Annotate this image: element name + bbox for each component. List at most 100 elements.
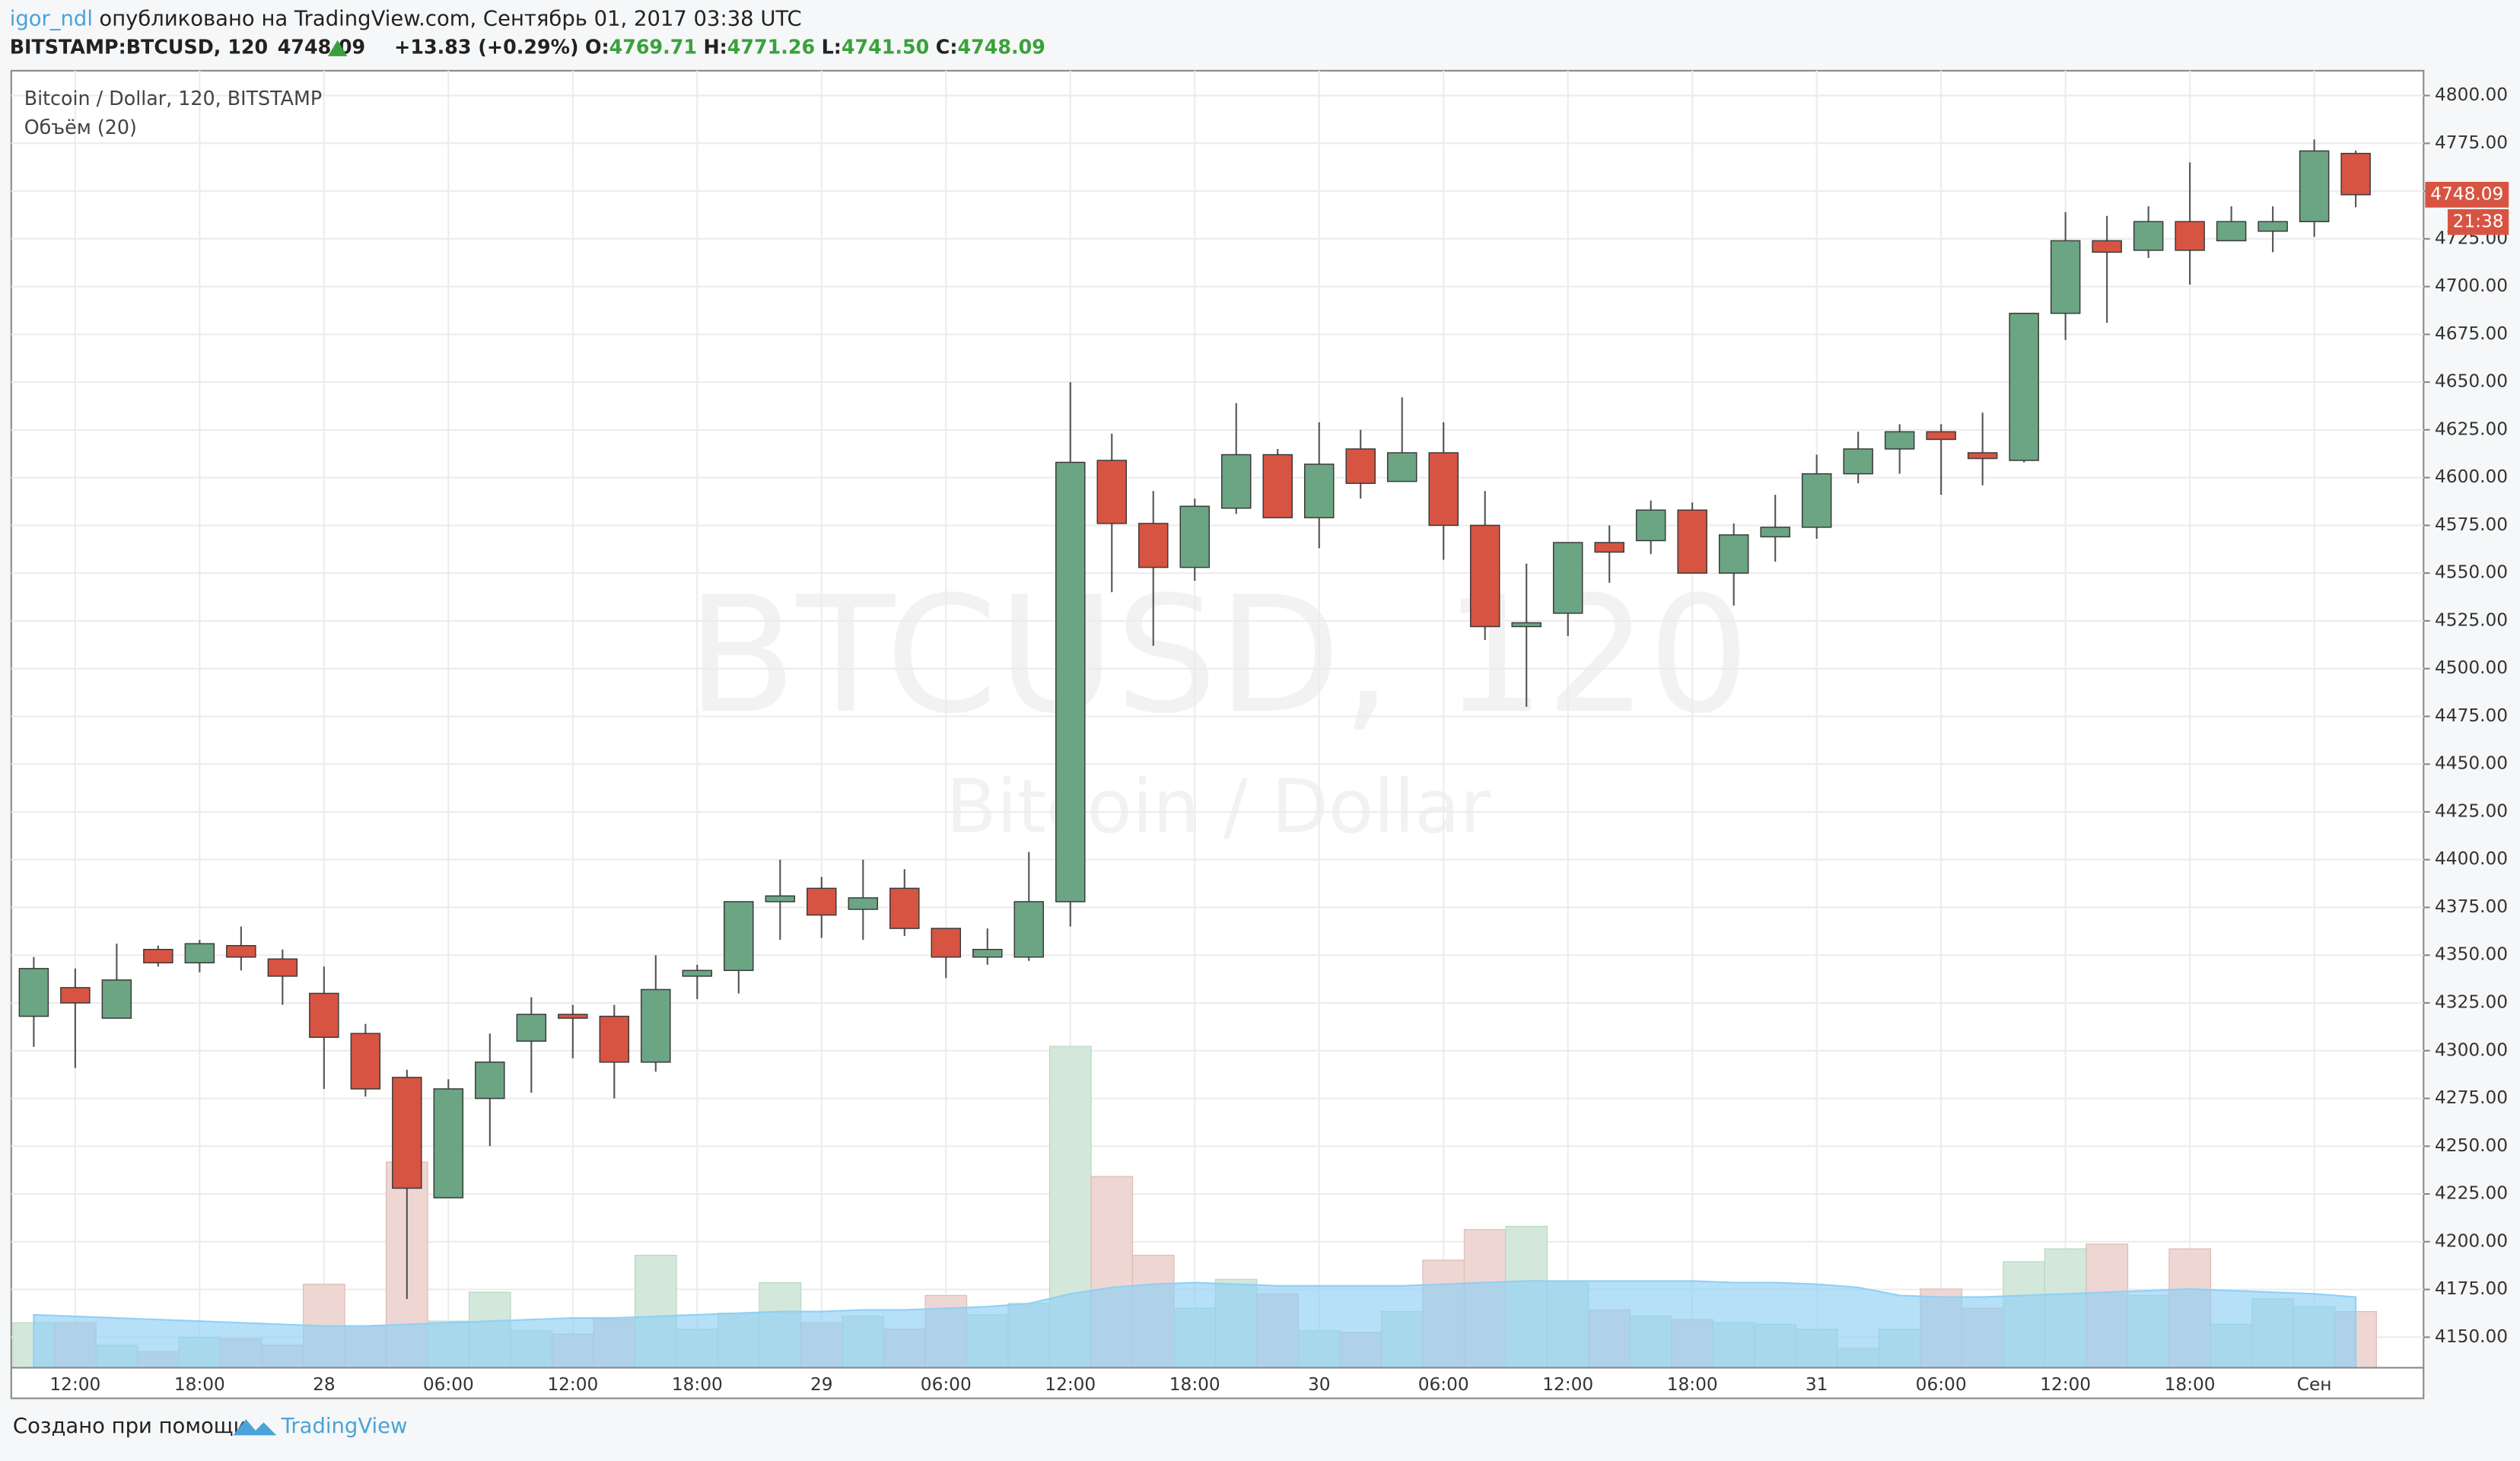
candle-body — [931, 928, 962, 958]
y-tick-label: 4450.00 — [2435, 753, 2508, 774]
candle-body — [1386, 452, 1418, 482]
y-tick-label: 4325.00 — [2435, 992, 2508, 1013]
x-tick-label: 30 — [1308, 1374, 1331, 1395]
x-tick-label: 29 — [810, 1374, 833, 1395]
candle-body — [1179, 505, 1210, 568]
y-tick-label: 4775.00 — [2435, 132, 2508, 153]
candle-body — [1760, 527, 1790, 538]
change: +13.83 (+0.29%) — [394, 35, 578, 58]
last-price-label: 4748.09 — [2430, 183, 2503, 204]
candle-body — [1469, 524, 1500, 628]
y-tick-label: 4600.00 — [2435, 466, 2508, 487]
x-tick-label: 18:00 — [672, 1374, 723, 1395]
candle-body — [1718, 534, 1749, 574]
y-tick-label: 4275.00 — [2435, 1087, 2508, 1108]
candle-body — [18, 968, 49, 1017]
candle-body — [1635, 509, 1666, 542]
x-tick-label: 28 — [313, 1374, 336, 1395]
close-value: 4748.09 — [957, 35, 1045, 58]
y-tick-label: 4250.00 — [2435, 1135, 2508, 1156]
candle-body — [1428, 452, 1459, 527]
y-tick-label: 4175.00 — [2435, 1278, 2508, 1299]
candle-body — [309, 992, 339, 1038]
y-tick-label: 4350.00 — [2435, 944, 2508, 965]
candle-body — [350, 1033, 381, 1090]
candle-body — [1552, 542, 1583, 614]
watermark-subtitle: Bitcoin / Dollar — [946, 764, 1490, 850]
x-tick-label: 06:00 — [1916, 1374, 1967, 1395]
y-tick-label: 4625.00 — [2435, 419, 2508, 439]
y-tick-label: 4500.00 — [2435, 657, 2508, 678]
brand-link[interactable]: TradingView — [281, 1415, 408, 1438]
y-tick-label: 4475.00 — [2435, 705, 2508, 726]
candle-body — [1055, 461, 1086, 902]
candle-body — [1345, 448, 1376, 484]
candle-body — [2133, 221, 2164, 251]
x-tick-label: 06:00 — [423, 1374, 474, 1395]
footer-text: Создано при помощи — [13, 1415, 247, 1438]
x-tick-label: 18:00 — [1169, 1374, 1220, 1395]
symbol-line: BITSTAMP:BTCUSD, 120 4748.09 +13.83 (+0.29… — [10, 35, 1045, 58]
candle-body — [1096, 460, 1128, 524]
candle-body — [558, 1014, 588, 1019]
candle-body — [267, 958, 298, 977]
y-tick-label: 4225.00 — [2435, 1183, 2508, 1204]
volume-legend: Объём (20) — [24, 116, 137, 138]
candle-body — [1926, 431, 1956, 441]
close-label: C: — [936, 35, 958, 58]
watermark: BTCUSD, 120 — [686, 562, 1750, 749]
published-text: опубликовано на TradingView.com, Сентябр… — [99, 7, 801, 30]
candle-body — [2092, 240, 2122, 253]
x-tick-label: 18:00 — [1667, 1374, 1718, 1395]
chart-title: Bitcoin / Dollar, 120, BITSTAMP — [24, 87, 322, 110]
candle-body — [682, 969, 713, 977]
x-tick-label: 06:00 — [1418, 1374, 1469, 1395]
high-value: 4771.26 — [727, 35, 815, 58]
candle-body — [2258, 221, 2288, 232]
candle-body — [889, 887, 920, 929]
candle-body — [184, 943, 215, 964]
y-tick-label: 4150.00 — [2435, 1326, 2508, 1347]
candle-body — [765, 895, 796, 902]
volume-ma-area — [33, 1280, 2357, 1369]
x-tick-label: 18:00 — [174, 1374, 225, 1395]
candle-body — [724, 901, 754, 972]
candle-body — [2175, 221, 2205, 251]
up-arrow-icon — [327, 40, 348, 56]
x-tick-label: 18:00 — [2165, 1374, 2216, 1395]
x-tick-label: 06:00 — [921, 1374, 972, 1395]
y-tick-label: 4700.00 — [2435, 275, 2508, 296]
countdown-tag — [2447, 208, 2509, 235]
y-tick-label: 4400.00 — [2435, 848, 2508, 869]
candle-body — [1511, 622, 1542, 628]
x-tick-label: 12:00 — [49, 1374, 100, 1395]
candle-body — [1220, 454, 1252, 509]
author-link[interactable]: igor_ndl — [10, 7, 93, 30]
candle-body — [807, 887, 837, 916]
candle-body — [1594, 542, 1624, 553]
y-tick-label: 4375.00 — [2435, 896, 2508, 917]
y-tick-label: 4200.00 — [2435, 1230, 2508, 1251]
candle-body — [641, 988, 671, 1063]
candle-body — [1262, 454, 1293, 519]
candle-body — [1303, 463, 1335, 519]
candle-body — [1884, 431, 1915, 450]
x-tick-label: 12:00 — [1542, 1374, 1593, 1395]
candle-body — [1801, 473, 1832, 528]
x-tick-label: Сен — [2297, 1374, 2332, 1395]
y-tick-label: 4525.00 — [2435, 610, 2508, 630]
candle-body — [101, 979, 132, 1019]
header-line: igor_ndl опубликовано на TradingView.com,… — [10, 7, 802, 30]
candle-body — [2340, 152, 2371, 196]
y-tick-label: 4550.00 — [2435, 562, 2508, 583]
y-tick-label: 4675.00 — [2435, 323, 2508, 344]
symbol: BITSTAMP:BTCUSD, 120 — [10, 35, 268, 58]
countdown-label: 21:38 — [2453, 211, 2504, 231]
candle-body — [599, 1015, 630, 1063]
y-tick-label: 4650.00 — [2435, 371, 2508, 392]
high-label: H: — [703, 35, 727, 58]
candle-body — [226, 944, 256, 958]
candle-body — [516, 1014, 547, 1042]
candle-body — [972, 948, 1003, 958]
